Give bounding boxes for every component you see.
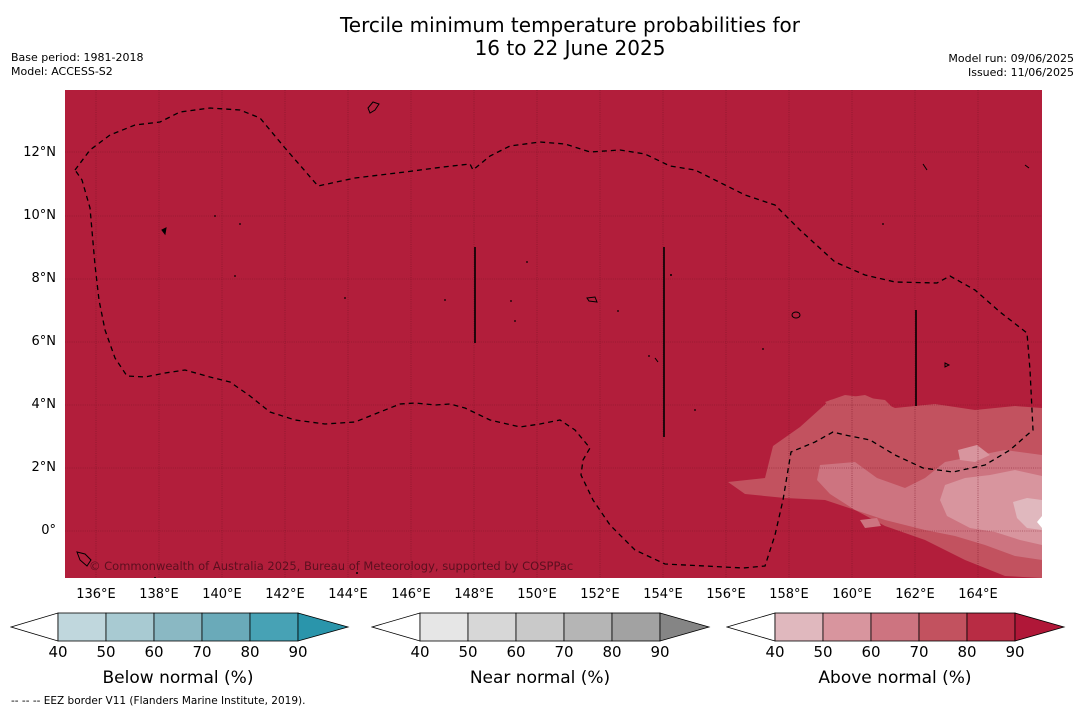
cb-near-tick: 50 (458, 643, 478, 661)
lon-label: 154°E (643, 587, 683, 602)
lon-label: 156°E (706, 587, 746, 602)
cb-below-seg (57, 612, 107, 642)
lon-label: 148°E (454, 587, 494, 602)
cb-above-tick: 90 (1005, 643, 1025, 661)
lon-label: 160°E (832, 587, 872, 602)
lon-label: 142°E (265, 587, 305, 602)
cb-below-title: Below normal (%) (102, 668, 254, 688)
cb-above-seg (774, 612, 824, 642)
prob-zone-60 (940, 470, 1042, 545)
cb-above-seg (870, 612, 920, 642)
lon-label: 138°E (139, 587, 179, 602)
cb-near-tick: 80 (602, 643, 622, 661)
cb-above-tick: 60 (861, 643, 881, 661)
coastlines (76, 101, 1030, 567)
cb-above-tick: 40 (765, 643, 785, 661)
cb-near-seg (419, 612, 469, 642)
lat-label: 6°N (31, 334, 57, 349)
lon-label: 152°E (580, 587, 620, 602)
cb-below-seg (153, 612, 203, 642)
prob-zone-70b (860, 518, 881, 528)
cb-below-tick: 80 (240, 643, 260, 661)
cb-above-seg (918, 612, 968, 642)
cb-below-seg (105, 612, 155, 642)
cb-above-over (1014, 612, 1066, 642)
cb-near-tick: 90 (650, 643, 670, 661)
cb-below-seg (201, 612, 251, 642)
lat-label: 12°N (23, 145, 56, 160)
cb-above-tick: 80 (957, 643, 977, 661)
cb-near-seg (563, 612, 613, 642)
cb-near-seg (611, 612, 661, 642)
model-name: Model: ACCESS-S2 (11, 65, 113, 78)
cb-above-under (726, 612, 776, 642)
colorbar-above-normal (726, 612, 1066, 642)
cb-below-under (10, 612, 59, 642)
lon-label: 150°E (517, 587, 557, 602)
base-period: Base period: 1981-2018 (11, 51, 144, 64)
meta-left: Base period: 1981-2018 Model: ACCESS-S2 (11, 51, 143, 79)
cb-near-seg (515, 612, 565, 642)
probability-map: © Commonwealth of Australia 2025, Bureau… (65, 90, 1042, 578)
colorbar-below-normal (10, 612, 350, 642)
cb-above-tick: 70 (909, 643, 929, 661)
lat-label: 8°N (31, 271, 57, 286)
eez-legend-note: -- -- -- EEZ border V11 (Flanders Marine… (11, 695, 306, 707)
cb-near-tick: 40 (410, 643, 430, 661)
prob-zone-white (1037, 516, 1042, 528)
lon-label: 140°E (202, 587, 242, 602)
lon-label: 136°E (76, 587, 116, 602)
colorbar-near-normal (371, 612, 711, 642)
lon-label: 164°E (958, 587, 998, 602)
lon-label: 162°E (895, 587, 935, 602)
prob-zone-50 (1013, 498, 1042, 530)
map-title: Tercile minimum temperature probabilitie… (0, 14, 1085, 60)
cb-above-seg (822, 612, 872, 642)
map-title-line2: 16 to 22 June 2025 (474, 36, 666, 60)
model-run: Model run: 09/06/2025 (948, 52, 1074, 65)
small-islands (154, 215, 884, 578)
lon-label: 146°E (391, 587, 431, 602)
cb-near-under (371, 612, 421, 642)
cb-above-tick: 50 (813, 643, 833, 661)
lon-label: 158°E (769, 587, 809, 602)
lon-label: 144°E (328, 587, 368, 602)
lat-label: 4°N (31, 397, 57, 412)
prob-zone-80b (825, 395, 895, 412)
cb-near-over (659, 612, 711, 642)
cb-above-title: Above normal (%) (818, 668, 972, 688)
issued-date: Issued: 11/06/2025 (967, 66, 1074, 79)
cb-below-tick: 50 (96, 643, 116, 661)
graticule (65, 90, 1042, 578)
cb-below-over (297, 612, 350, 642)
cb-below-seg (249, 612, 299, 642)
cb-above-seg (966, 612, 1016, 642)
cb-near-tick: 70 (554, 643, 574, 661)
cb-below-tick: 60 (144, 643, 164, 661)
cb-below-tick: 40 (48, 643, 68, 661)
cb-below-tick: 90 (288, 643, 308, 661)
cb-near-tick: 60 (506, 643, 526, 661)
cb-near-seg (467, 612, 517, 642)
lat-label: 2°N (31, 460, 57, 475)
copyright-notice: © Commonwealth of Australia 2025, Bureau… (89, 559, 573, 573)
prob-zone-60b (958, 445, 990, 462)
cb-near-title: Near normal (%) (469, 668, 611, 688)
lat-label: 0° (41, 523, 56, 538)
eez-border (74, 107, 1034, 569)
cb-below-tick: 70 (192, 643, 212, 661)
map-title-line1: Tercile minimum temperature probabilitie… (339, 13, 801, 37)
meta-right: Model run: 09/06/2025 Issued: 11/06/2025 (948, 52, 1074, 80)
lat-label: 10°N (23, 208, 56, 223)
